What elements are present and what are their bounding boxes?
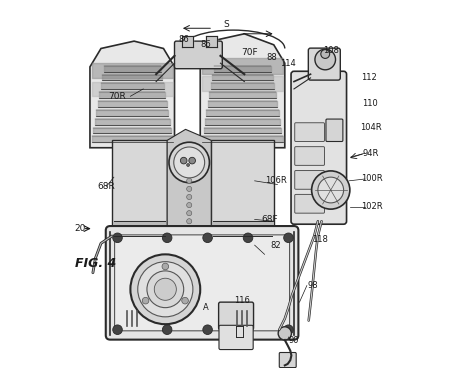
FancyBboxPatch shape — [279, 352, 296, 368]
Circle shape — [311, 171, 350, 209]
FancyBboxPatch shape — [106, 226, 299, 339]
Circle shape — [142, 297, 149, 304]
Circle shape — [243, 233, 253, 242]
Text: 82: 82 — [270, 241, 281, 250]
Text: 20: 20 — [74, 224, 85, 233]
Text: 90: 90 — [289, 336, 299, 345]
Text: 86: 86 — [178, 35, 189, 44]
Circle shape — [283, 325, 293, 334]
Circle shape — [174, 147, 205, 178]
Circle shape — [163, 325, 172, 334]
FancyBboxPatch shape — [291, 71, 346, 224]
Circle shape — [187, 178, 192, 183]
FancyBboxPatch shape — [326, 119, 343, 141]
FancyBboxPatch shape — [308, 48, 340, 80]
Polygon shape — [211, 140, 274, 236]
FancyBboxPatch shape — [115, 235, 290, 331]
FancyBboxPatch shape — [219, 302, 254, 330]
Circle shape — [181, 157, 187, 164]
Circle shape — [187, 203, 192, 208]
FancyBboxPatch shape — [295, 123, 325, 141]
Text: 114: 114 — [280, 59, 296, 68]
FancyBboxPatch shape — [295, 146, 325, 165]
Circle shape — [182, 297, 188, 304]
Polygon shape — [90, 41, 174, 148]
Circle shape — [113, 233, 122, 242]
Circle shape — [203, 325, 212, 334]
Text: 70F: 70F — [242, 48, 258, 57]
Text: 118: 118 — [312, 235, 328, 244]
Text: 100R: 100R — [362, 175, 383, 183]
Text: 94R: 94R — [363, 149, 379, 158]
Circle shape — [163, 233, 172, 242]
Circle shape — [155, 278, 176, 300]
FancyBboxPatch shape — [174, 41, 222, 69]
Text: 86: 86 — [201, 40, 211, 49]
Text: 112: 112 — [362, 73, 377, 82]
Circle shape — [321, 49, 329, 58]
Text: 88: 88 — [266, 53, 277, 62]
Circle shape — [187, 211, 192, 216]
Circle shape — [138, 262, 193, 317]
Text: 70R: 70R — [109, 92, 127, 101]
Circle shape — [147, 271, 184, 308]
Circle shape — [113, 325, 122, 334]
Circle shape — [187, 219, 192, 224]
Polygon shape — [200, 34, 285, 148]
Polygon shape — [112, 140, 167, 236]
Text: 68F: 68F — [262, 215, 278, 224]
Text: 110: 110 — [362, 99, 378, 108]
Circle shape — [130, 254, 200, 324]
Circle shape — [187, 227, 192, 232]
FancyBboxPatch shape — [295, 194, 325, 213]
Text: A: A — [203, 303, 209, 312]
Polygon shape — [167, 130, 211, 236]
Circle shape — [203, 233, 212, 242]
Circle shape — [187, 163, 190, 166]
FancyBboxPatch shape — [295, 170, 325, 189]
Circle shape — [187, 194, 192, 200]
Text: 68R: 68R — [98, 182, 115, 191]
Circle shape — [187, 186, 192, 192]
Circle shape — [278, 327, 292, 340]
Text: 108: 108 — [323, 46, 339, 55]
Circle shape — [243, 325, 253, 334]
Text: 104R: 104R — [360, 123, 382, 132]
Text: 116: 116 — [235, 296, 250, 305]
Text: 102R: 102R — [362, 202, 383, 211]
Text: 98: 98 — [307, 281, 318, 290]
Circle shape — [283, 233, 293, 242]
Circle shape — [189, 157, 195, 164]
Circle shape — [162, 263, 169, 270]
Text: S: S — [223, 20, 229, 29]
Text: 106R: 106R — [264, 176, 286, 185]
Circle shape — [318, 177, 344, 203]
Circle shape — [169, 142, 210, 183]
Circle shape — [315, 49, 336, 70]
Text: FIG. 4: FIG. 4 — [75, 257, 116, 270]
FancyBboxPatch shape — [219, 325, 253, 349]
